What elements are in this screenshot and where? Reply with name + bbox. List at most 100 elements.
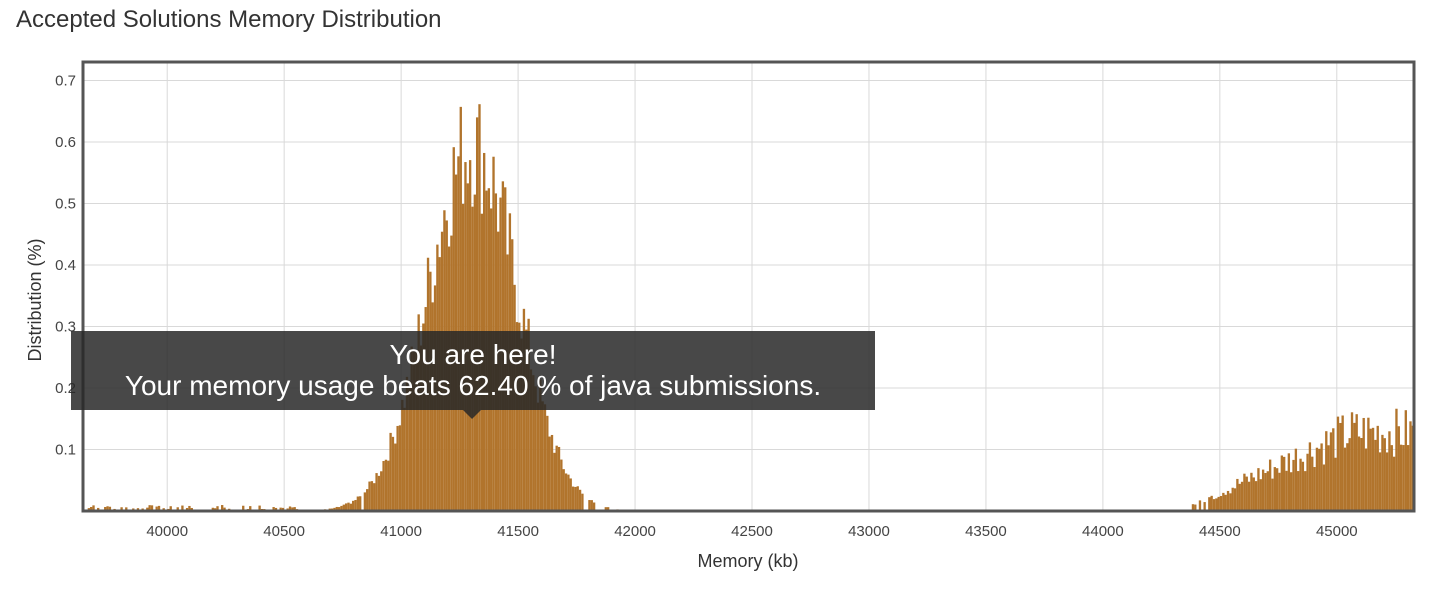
histogram-bar[interactable] (1238, 483, 1241, 511)
histogram-bar[interactable] (555, 445, 558, 511)
histogram-bar[interactable] (1313, 467, 1316, 511)
histogram-bar[interactable] (1210, 495, 1213, 511)
histogram-bar[interactable] (1341, 415, 1344, 511)
histogram-bar[interactable] (548, 436, 551, 511)
histogram-bar[interactable] (1247, 481, 1251, 511)
histogram-bar[interactable] (588, 500, 591, 511)
histogram-bar[interactable] (1203, 502, 1206, 511)
histogram-bar[interactable] (592, 502, 596, 511)
histogram-bar[interactable] (1259, 479, 1262, 511)
histogram-bar[interactable] (550, 434, 554, 511)
histogram-bar[interactable] (1264, 473, 1267, 511)
histogram-bar[interactable] (1294, 448, 1298, 511)
histogram-bar[interactable] (1271, 478, 1274, 511)
histogram-bar[interactable] (1266, 471, 1269, 511)
histogram-bar[interactable] (1299, 458, 1302, 511)
histogram-bar[interactable] (1360, 438, 1363, 511)
histogram-bar[interactable] (405, 376, 409, 511)
histogram-bar[interactable] (571, 486, 575, 511)
histogram-bar[interactable] (1233, 488, 1237, 511)
histogram-bar[interactable] (518, 322, 521, 511)
histogram-bar[interactable] (1322, 464, 1326, 511)
histogram-bar[interactable] (557, 446, 561, 511)
histogram-bar[interactable] (1320, 443, 1323, 511)
histogram-bar[interactable] (1275, 468, 1279, 511)
histogram-bar[interactable] (391, 436, 395, 511)
histogram-bar[interactable] (1287, 453, 1291, 511)
histogram-bar[interactable] (529, 369, 533, 511)
histogram-bar[interactable] (562, 469, 565, 511)
histogram-bar[interactable] (155, 506, 158, 511)
histogram-bar[interactable] (1306, 453, 1309, 511)
histogram-bar[interactable] (1219, 496, 1223, 511)
histogram-bar[interactable] (1404, 410, 1407, 511)
histogram-bar[interactable] (569, 478, 572, 511)
histogram-bar[interactable] (1229, 493, 1232, 511)
histogram-bar[interactable] (349, 503, 353, 511)
histogram-bar[interactable] (1224, 494, 1227, 511)
histogram-bar[interactable] (125, 507, 128, 511)
histogram-bar[interactable] (1329, 432, 1333, 511)
histogram-bar[interactable] (1273, 467, 1276, 511)
histogram-bar[interactable] (452, 147, 455, 511)
histogram-bar[interactable] (188, 505, 191, 511)
histogram-bar[interactable] (590, 500, 593, 511)
histogram-bar[interactable] (541, 401, 544, 511)
histogram-bar[interactable] (1367, 417, 1370, 511)
histogram-bar[interactable] (335, 506, 338, 511)
histogram-bar[interactable] (1376, 425, 1379, 511)
histogram-bar[interactable] (398, 425, 402, 511)
histogram-bar[interactable] (181, 505, 184, 511)
histogram-bar[interactable] (347, 502, 350, 511)
histogram-bar[interactable] (1304, 471, 1307, 511)
histogram-bar[interactable] (291, 507, 294, 511)
histogram-bar[interactable] (368, 481, 371, 511)
histogram-bar[interactable] (1383, 438, 1386, 511)
histogram-bar[interactable] (1222, 492, 1225, 511)
histogram-bar[interactable] (279, 507, 282, 511)
histogram-bar[interactable] (546, 415, 549, 511)
histogram-bar[interactable] (333, 507, 336, 511)
histogram-bar[interactable] (108, 506, 112, 511)
histogram-bar[interactable] (1292, 459, 1295, 511)
histogram-bar[interactable] (1374, 439, 1377, 511)
histogram-bar[interactable] (560, 459, 563, 511)
histogram-bar[interactable] (1290, 472, 1293, 511)
histogram-bar[interactable] (354, 499, 357, 511)
histogram-bar[interactable] (1332, 428, 1335, 511)
histogram-bar[interactable] (515, 322, 519, 511)
histogram-bar[interactable] (1243, 473, 1246, 511)
histogram-bar[interactable] (553, 452, 556, 511)
histogram-bar[interactable] (1268, 459, 1272, 511)
histogram-bar[interactable] (576, 486, 579, 511)
histogram-bar[interactable] (1409, 421, 1412, 511)
histogram-bar[interactable] (148, 505, 151, 511)
histogram-bar[interactable] (1369, 428, 1372, 511)
histogram-bar[interactable] (1245, 476, 1248, 511)
histogram-bar[interactable] (1353, 422, 1356, 511)
histogram-bar[interactable] (1315, 447, 1319, 511)
histogram-bar[interactable] (1399, 444, 1403, 511)
histogram-bar[interactable] (1357, 436, 1361, 511)
histogram-bar[interactable] (150, 505, 154, 511)
histogram-bar[interactable] (1283, 456, 1286, 511)
histogram-bar[interactable] (543, 404, 547, 511)
histogram-bar[interactable] (1280, 455, 1284, 511)
histogram-bar[interactable] (412, 351, 416, 511)
histogram-bar[interactable] (422, 323, 425, 511)
histogram-bar[interactable] (1254, 481, 1258, 511)
histogram-bar[interactable] (527, 318, 530, 511)
histogram-bar[interactable] (1301, 461, 1305, 511)
histogram-bar[interactable] (1208, 497, 1211, 511)
histogram-bar[interactable] (340, 505, 343, 511)
histogram-bar[interactable] (1191, 504, 1195, 511)
histogram-bar[interactable] (1215, 498, 1218, 511)
histogram-bar[interactable] (536, 402, 540, 511)
histogram-bar[interactable] (337, 507, 341, 511)
histogram-bar[interactable] (272, 507, 275, 511)
histogram-bar[interactable] (370, 481, 374, 511)
histogram-bar[interactable] (97, 507, 100, 511)
histogram-bar[interactable] (1371, 427, 1375, 511)
histogram-bar[interactable] (106, 506, 109, 511)
histogram-bar[interactable] (389, 432, 392, 511)
